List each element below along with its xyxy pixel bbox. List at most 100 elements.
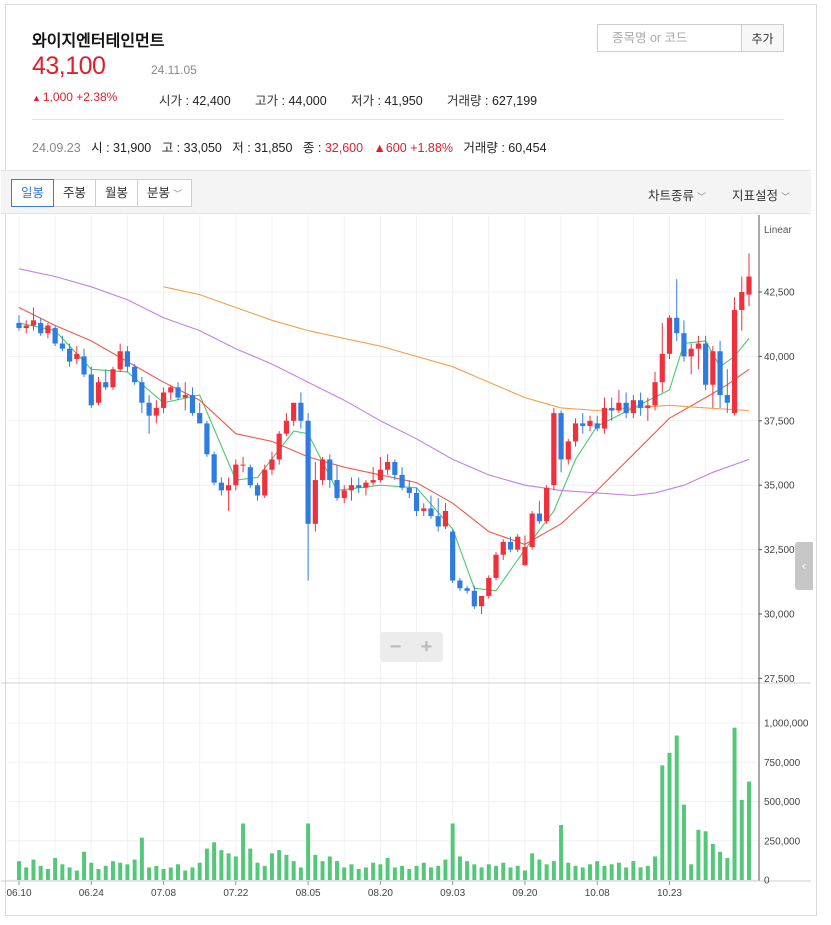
volume-bar bbox=[494, 865, 499, 880]
date-tick-label: 08.20 bbox=[368, 888, 393, 899]
volume-bar bbox=[269, 853, 274, 880]
volume-bar bbox=[277, 850, 282, 880]
volume-bar bbox=[378, 864, 383, 880]
volume-bar bbox=[450, 823, 455, 880]
candle-body bbox=[630, 400, 636, 414]
volume-bar bbox=[508, 867, 513, 880]
search-input[interactable] bbox=[598, 25, 741, 51]
candle-body bbox=[623, 402, 629, 414]
hover-info: 24.09.23 시 : 31,900 고 : 33,050 저 : 31,85… bbox=[32, 141, 547, 155]
candle-body bbox=[695, 343, 702, 349]
candle-body bbox=[52, 328, 58, 344]
current-price: 43,100 bbox=[32, 52, 106, 80]
volume-bar bbox=[681, 804, 686, 880]
price-tick-label: 32,500 bbox=[764, 545, 795, 556]
volume-bar bbox=[400, 865, 405, 880]
volume-bar bbox=[118, 862, 123, 880]
candle-body bbox=[493, 554, 499, 578]
candle-body bbox=[507, 541, 514, 550]
candle-body bbox=[746, 276, 752, 295]
candle-body bbox=[175, 387, 181, 398]
indicator-dropdown[interactable]: 지표설정 ﹀ bbox=[732, 189, 791, 203]
change-amount: 1,000 bbox=[42, 90, 73, 104]
candle-body bbox=[182, 395, 188, 398]
volume-tick-label: 750,000 bbox=[764, 758, 801, 769]
zoom-out-button[interactable]: − bbox=[389, 636, 402, 658]
volume-bar bbox=[356, 869, 361, 880]
volume-bar bbox=[689, 864, 694, 880]
candle-body bbox=[580, 423, 586, 426]
date-tick-label: 08.05 bbox=[296, 888, 321, 899]
chart-toolbar: 일봉 주봉 월봉 분봉 ﹀ 차트종류 ﹀ 지표설정 ﹀ bbox=[1, 170, 811, 214]
volume-tick-label: 250,000 bbox=[764, 836, 801, 847]
candle-body bbox=[717, 351, 723, 396]
candle-body bbox=[724, 395, 730, 403]
zoom-in-button[interactable]: + bbox=[420, 636, 433, 658]
volume-bar bbox=[674, 735, 679, 880]
candle-body bbox=[558, 413, 564, 460]
candle-body bbox=[370, 480, 376, 483]
price-tick-label: 42,500 bbox=[764, 288, 795, 299]
candle-body bbox=[23, 325, 29, 329]
volume-bar bbox=[154, 865, 159, 880]
volume-bar bbox=[385, 858, 390, 880]
grid bbox=[7, 215, 759, 881]
volume-bar bbox=[718, 851, 723, 880]
volume-bar bbox=[739, 799, 744, 880]
candle-body bbox=[457, 580, 463, 589]
volume-bar bbox=[537, 859, 542, 880]
open-price: 시가 : 42,400 bbox=[159, 94, 231, 108]
candle-body bbox=[442, 510, 449, 527]
volume-bar bbox=[168, 867, 173, 880]
volume-bar bbox=[89, 862, 94, 880]
volume-bar bbox=[327, 856, 332, 880]
candle-body bbox=[385, 462, 391, 470]
tab-daily[interactable]: 일봉 bbox=[11, 179, 55, 207]
candle-body bbox=[319, 459, 326, 481]
volume-bar bbox=[298, 867, 303, 880]
volume-bar bbox=[132, 859, 137, 880]
volume-bar bbox=[588, 864, 592, 880]
stock-chart[interactable]: Linear 42,500 40,000 37,500 35,000 32,500 30,0… bbox=[1, 215, 811, 912]
candle-body bbox=[59, 343, 65, 349]
candle-body bbox=[681, 333, 687, 357]
side-panel-toggle[interactable]: ‹ bbox=[795, 542, 813, 590]
volume-bar bbox=[24, 867, 29, 880]
volume-bar bbox=[645, 865, 650, 880]
volume-bar bbox=[710, 843, 715, 880]
date-tick-label: 09.20 bbox=[512, 888, 537, 899]
volume-bar bbox=[96, 869, 101, 880]
volume-bar bbox=[544, 864, 549, 880]
candle-body bbox=[240, 464, 246, 466]
add-button[interactable]: 추가 bbox=[741, 25, 783, 51]
volume-bar bbox=[428, 867, 433, 880]
volume-bar bbox=[139, 837, 144, 880]
tab-weekly[interactable]: 주봉 bbox=[53, 179, 97, 207]
candle-body bbox=[428, 508, 434, 517]
volume-bar bbox=[660, 765, 665, 880]
candle-body bbox=[356, 485, 362, 488]
date-tick-label: 07.08 bbox=[151, 888, 176, 899]
candle-body bbox=[594, 423, 600, 429]
volume-bar bbox=[732, 727, 737, 880]
candle-body bbox=[450, 531, 456, 581]
volume-bar bbox=[103, 865, 108, 880]
date-tick-label: 09.03 bbox=[440, 888, 465, 899]
tab-monthly[interactable]: 월봉 bbox=[95, 179, 139, 207]
candle-body bbox=[341, 490, 347, 499]
chart-type-dropdown[interactable]: 차트종류 ﹀ bbox=[648, 189, 707, 203]
candle-body bbox=[587, 420, 593, 426]
hover-change: ▲600 +1.88% bbox=[373, 141, 453, 155]
volume-bar bbox=[602, 865, 607, 880]
volume-bar bbox=[313, 854, 318, 880]
volume-bar bbox=[696, 829, 701, 880]
volume-bar bbox=[233, 856, 238, 880]
tab-minute[interactable]: 분봉 ﹀ bbox=[137, 179, 193, 207]
volume-bar bbox=[436, 865, 441, 880]
volume-bar bbox=[125, 864, 130, 880]
volume-bar bbox=[190, 867, 195, 880]
candle-body bbox=[739, 292, 745, 311]
candle-body bbox=[406, 487, 412, 493]
volume-bar bbox=[17, 861, 21, 880]
candle-body bbox=[544, 487, 550, 522]
